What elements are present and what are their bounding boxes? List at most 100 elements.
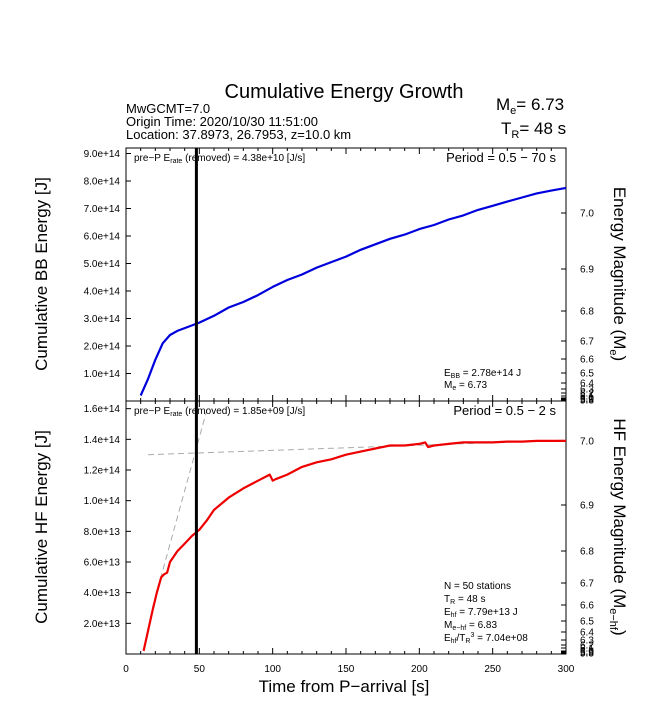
bb-ytick-label: 8.0e+14 (84, 177, 121, 188)
bb-stat-me-value: = 6.73 (456, 380, 487, 391)
hf-ylabel2-close: ) (610, 630, 629, 636)
bb-series-group (139, 186, 567, 396)
bb-ylabel2-text: Energy Magnitude (M (610, 187, 629, 350)
event-label: MwGCMT=7.0 (126, 101, 210, 116)
hf-pre-p-label: pre−P E (134, 406, 171, 417)
hf-stat-ehf: Ehf = 7.79e+13 J (444, 607, 518, 619)
hf-stat-ratio-label: E (444, 633, 451, 644)
bb-ytick-label: 1.0e+14 (84, 369, 121, 380)
bb-pre-p-label: pre−P E (134, 153, 171, 164)
hf-ylabel2-text: HF Energy Magnitude (M (610, 418, 629, 608)
hf-stat-ratio: Ehf/TR3 = 7.04e+08 (444, 632, 528, 645)
hf-y2tick-label: 6.6 (580, 601, 594, 612)
hf-ytick-label: 8.0e+13 (84, 527, 121, 538)
tr-header-sub: R (511, 129, 519, 141)
hf-ylabel2: HF Energy Magnitude (Me−hf) (607, 418, 629, 635)
x-tick-label: 250 (484, 664, 501, 675)
bb-stat-ebb-value: = 2.78e+14 J (460, 368, 521, 379)
bb-x-ticks (125, 148, 567, 401)
bb-y2tick-label: 7.0 (580, 209, 594, 220)
tr-header-value: = 48 s (519, 119, 566, 138)
bb-panel-frame (125, 147, 567, 402)
hf-stat-tr: TR = 48 s (444, 594, 485, 606)
bb-pre-p-sub: rate (170, 158, 182, 165)
x-tick-label: 50 (194, 664, 206, 675)
hf-ytick-label: 1.2e+14 (84, 466, 121, 477)
hf-pre-p-value: (removed) = 1.85e+09 [J/s] (182, 406, 305, 417)
hf-y2tick-label: 6.2 (580, 641, 594, 652)
hf-stat-ratio-sub2: R (465, 638, 470, 645)
x-tick-label: 150 (338, 664, 355, 675)
bb-pre-p-note: pre−P Erate (removed) = 4.38e+10 [J/s] (134, 153, 305, 165)
hf-stat-mehf-label: M (444, 620, 452, 631)
x-tick-label: 300 (558, 664, 575, 675)
bb-ylabel: Cumulative BB Energy [J] (32, 177, 51, 371)
me-header-value: = 6.73 (516, 95, 564, 114)
bb-y2tick-label: 6.0 (580, 394, 594, 405)
bb-stat-me: Me = 6.73 (444, 380, 488, 392)
hf-y2tick-label: 6.9 (580, 501, 594, 512)
hf-y2tick-label: 6.7 (580, 579, 594, 590)
hf-stat-mehf-value: = 6.83 (466, 620, 497, 631)
x-tick-labels: 0 50 100 150 200 250 300 (123, 664, 575, 675)
hf-panel: 2.0e+13 4.0e+13 6.0e+13 8.0e+13 1.0e+14 1.2e+… (32, 400, 629, 660)
hf-y2-ticks: 7.0 6.9 6.8 6.7 6.6 6.56.46.36.26.16.05.95.8 (561, 437, 594, 660)
hf-ytick-label: 1.0e+14 (84, 496, 121, 507)
hf-ylabel2-sub: e−hf (607, 608, 619, 631)
bb-y2tick-label: 6.1 (580, 392, 594, 403)
hf-stat-ratio-value3: = 7.04e+08 (474, 633, 528, 644)
x-axis-label: Time from P−arrival [s] (259, 677, 430, 696)
bb-ylabel2-close: ) (610, 355, 629, 361)
hf-stat-n-label: N = 50 stations (444, 581, 511, 592)
bb-panel: 1.0e+14 2.0e+14 3.0e+14 4.0e+14 5.0e+14 6.0e+… (32, 147, 629, 407)
tr-header: TR= 48 s (501, 119, 566, 141)
bb-y2tick-label: 5.8 (580, 396, 594, 407)
hf-stat-ehf-sub: hf (451, 612, 457, 619)
bb-y2tick-label: 6.2 (580, 389, 594, 400)
hf-guide-line (151, 405, 209, 609)
hf-pre-p-note: pre−P Erate (removed) = 1.85e+09 [J/s] (134, 406, 305, 418)
hf-stat-ratio-exp: 3 (470, 632, 474, 639)
x-tick-label: 100 (264, 664, 281, 675)
hf-y2tick-label: 6.0 (580, 647, 594, 658)
x-tick-label: 200 (411, 664, 428, 675)
hf-y2tick-label: 6.8 (580, 547, 594, 558)
bb-ylabel2: Energy Magnitude (Me) (607, 187, 629, 361)
bb-y2tick-label: 6.6 (580, 355, 594, 366)
hf-ylabel: Cumulative HF Energy [J] (32, 430, 51, 624)
bb-y-ticks: 1.0e+14 2.0e+14 3.0e+14 4.0e+14 5.0e+14 6.0e+… (84, 149, 131, 380)
hf-stat-ehf-label: E (444, 607, 451, 618)
hf-stat-tr-sub: R (450, 599, 455, 606)
bb-y2tick-label: 6.5 (580, 369, 594, 380)
bb-pre-p-value: (removed) = 4.38e+10 [J/s] (182, 153, 305, 164)
hf-stat-tr-value: = 48 s (455, 594, 485, 605)
bb-period: Period = 0.5 − 70 s (446, 150, 556, 165)
bb-ytick-label: 5.0e+14 (84, 259, 121, 270)
hf-y-ticks: 2.0e+13 4.0e+13 6.0e+13 8.0e+13 1.0e+14 1.2e+… (84, 404, 131, 630)
chart-title: Cumulative Energy Growth (225, 81, 464, 103)
hf-ytick-label: 1.6e+14 (84, 404, 121, 415)
hf-stat-ehf-value: = 7.79e+13 J (457, 607, 518, 618)
hf-period: Period = 0.5 − 2 s (453, 403, 556, 418)
bb-y2tick-label: 6.3 (580, 385, 594, 396)
hf-stat-ratio-value: /T (457, 633, 466, 644)
bb-series-line (139, 186, 567, 396)
hf-stat-n: N = 50 stations (444, 581, 511, 592)
hf-ytick-label: 1.4e+14 (84, 435, 121, 446)
hf-guide-lines (147, 405, 567, 609)
hf-stat-mehf-sub: e−hf (452, 625, 466, 632)
hf-stat-ratio-sub: hf (451, 638, 457, 645)
bb-ytick-label: 3.0e+14 (84, 314, 121, 325)
bb-stat-ebb-label: E (444, 368, 451, 379)
bb-ylabel2-sub: e (607, 349, 619, 355)
hf-y2tick-label: 6.1 (580, 644, 594, 655)
bb-y2tick-label: 6.9 (580, 265, 594, 276)
bb-y2tick-label: 5.9 (580, 395, 594, 406)
me-header-sub: e (510, 105, 516, 117)
origin-time-label: Origin Time: 2020/10/30 11:51:00 (126, 114, 318, 129)
bb-ytick-label: 7.0e+14 (84, 204, 121, 215)
hf-y2tick-label: 7.0 (580, 437, 594, 448)
me-header: Me= 6.73 (496, 95, 564, 117)
hf-series-group (142, 439, 566, 652)
